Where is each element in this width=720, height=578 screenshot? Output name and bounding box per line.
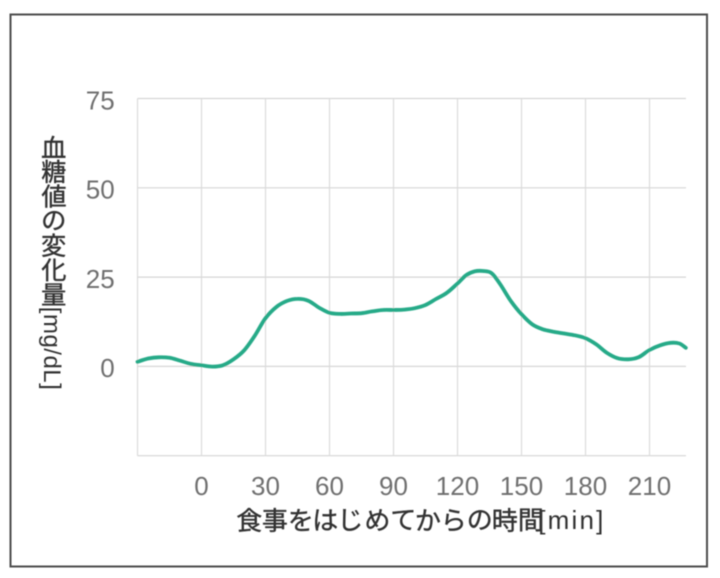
svg-text:50: 50 xyxy=(86,175,115,205)
svg-text:30: 30 xyxy=(251,471,280,501)
svg-text:[mg/dL]: [mg/dL] xyxy=(38,307,65,390)
svg-text:0: 0 xyxy=(194,471,208,501)
svg-text:150: 150 xyxy=(500,471,543,501)
svg-text:75: 75 xyxy=(86,85,115,115)
svg-text:90: 90 xyxy=(379,471,408,501)
svg-text:25: 25 xyxy=(86,264,115,294)
svg-text:60: 60 xyxy=(315,471,344,501)
svg-text:210: 210 xyxy=(628,471,671,501)
svg-text:180: 180 xyxy=(564,471,607,501)
svg-text:[min]: [min] xyxy=(538,505,603,535)
svg-text:120: 120 xyxy=(436,471,479,501)
svg-text:0: 0 xyxy=(100,353,114,383)
